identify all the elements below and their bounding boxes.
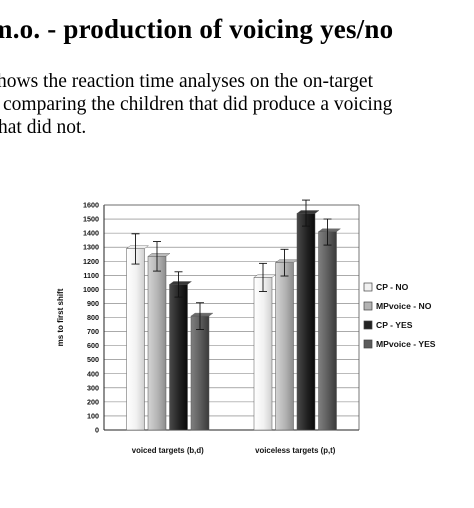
error-bars xyxy=(131,199,332,330)
bar-top xyxy=(274,259,299,263)
legend-swatch xyxy=(363,301,373,311)
legend-label: MPvoice - NO xyxy=(376,301,432,311)
y-tick-label: 0 xyxy=(95,426,99,435)
legend-label: CP - YES xyxy=(376,320,413,330)
legend-swatch xyxy=(363,282,373,292)
y-tick-label: 400 xyxy=(87,369,99,378)
y-tick-label: 600 xyxy=(87,341,99,350)
legend: CP - NO MPvoice - NO CP - YES MPvoice - YES xyxy=(363,282,436,349)
bar-top xyxy=(296,210,320,214)
bar-top xyxy=(317,228,342,232)
y-tick-label: 300 xyxy=(87,383,99,392)
body-text-line-3: hat did not. xyxy=(0,117,87,138)
y-tick-label: 500 xyxy=(87,355,99,364)
y-axis-label: ms to first shift xyxy=(56,288,65,346)
bar-top xyxy=(125,245,150,249)
bar xyxy=(126,248,145,431)
legend-label: CP - NO xyxy=(376,282,409,292)
y-tick-label: 1400 xyxy=(83,229,99,238)
y-tick-label: 800 xyxy=(87,313,99,322)
y-tick-label: 200 xyxy=(87,397,99,406)
y-tick-label: 1500 xyxy=(83,215,99,224)
y-tick-label: 1200 xyxy=(83,257,99,266)
bar-top xyxy=(147,253,171,257)
y-tick-label: 1300 xyxy=(83,243,99,252)
bar xyxy=(275,262,294,431)
bars xyxy=(125,210,342,431)
bar xyxy=(169,284,188,431)
y-tick-label: 100 xyxy=(87,411,99,420)
bar xyxy=(296,213,316,431)
legend-swatch xyxy=(363,320,373,330)
bar-top xyxy=(190,312,214,317)
bar xyxy=(147,256,167,431)
bar-top xyxy=(168,281,193,285)
y-tick-label: 900 xyxy=(87,299,99,308)
legend-label: MPvoice - YES xyxy=(376,339,436,349)
x-category-label: voiced targets (b,d) xyxy=(132,446,204,455)
y-tick-label: 1600 xyxy=(83,201,99,210)
y-tick-label: 700 xyxy=(87,327,99,336)
bar xyxy=(318,231,337,431)
bar-top xyxy=(253,274,277,278)
legend-swatch xyxy=(363,339,373,349)
bar xyxy=(253,277,273,431)
bar xyxy=(190,315,210,431)
axes xyxy=(103,204,360,431)
x-category-label: voiceless targets (p,t) xyxy=(255,446,336,455)
slide-title: m.o. - production of voicing yes/no xyxy=(0,14,394,44)
y-tick-label: 1100 xyxy=(83,271,99,280)
y-tick-label: 1000 xyxy=(83,285,99,294)
body-text-line-1: hows the reaction time analyses on the o… xyxy=(0,71,373,92)
axis-labels: 0 100 200 300 400 500 600 700 800 900 1000 1100 1200… xyxy=(56,201,336,456)
body-text-line-2: comparing the children that did produce … xyxy=(3,94,393,115)
